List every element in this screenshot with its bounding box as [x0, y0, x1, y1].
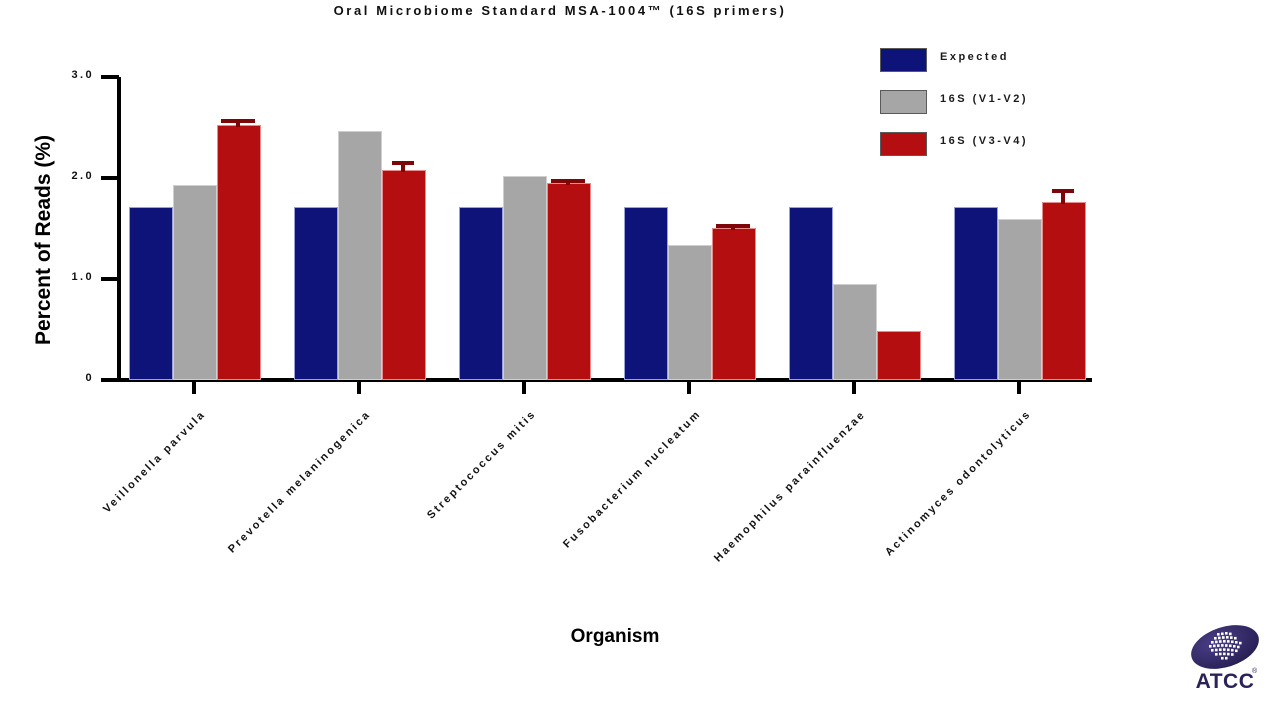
bar	[789, 207, 833, 380]
bar-group-item	[503, 0, 547, 380]
bar-group-item	[624, 0, 668, 380]
bar	[503, 176, 547, 380]
error-bar-cap	[392, 160, 414, 165]
bar-group-item	[789, 0, 833, 380]
x-axis-tick	[192, 380, 196, 394]
y-axis-tick-label: 3.0	[71, 69, 94, 81]
bar-series-layer	[0, 0, 1120, 380]
bar	[954, 207, 998, 380]
legend-label: 16S (V1-V2)	[940, 93, 1029, 105]
x-axis-category-label: Fusobacterium nucleatum	[560, 408, 704, 551]
bar	[998, 219, 1042, 380]
bar	[547, 183, 591, 380]
bar-group-item	[712, 0, 756, 380]
y-axis-tick	[101, 277, 119, 281]
legend-label: 16S (V3-V4)	[940, 135, 1029, 147]
bar-group-item	[382, 0, 426, 380]
x-axis-category-label: Haemophilus parainfluenzae	[712, 408, 869, 565]
bar-group-item	[547, 0, 591, 380]
chart-legend: Expected 16S (V1-V2) 16S (V3-V4)	[880, 44, 1110, 170]
y-axis-tick-label: 1.0	[71, 271, 94, 283]
y-axis-tick	[101, 75, 119, 79]
legend-label: Expected	[940, 51, 1009, 63]
y-axis-tick-label: 0	[85, 372, 94, 384]
error-bar-whisker	[566, 183, 570, 186]
bar-group-item	[294, 0, 338, 380]
registered-mark: ®	[1252, 668, 1258, 675]
x-axis-tick	[357, 380, 361, 394]
bar-group-item	[217, 0, 261, 380]
x-axis-line	[101, 378, 1092, 382]
legend-color-swatch	[880, 48, 927, 72]
bar	[833, 284, 877, 380]
error-bar-whisker	[1061, 193, 1065, 205]
bar	[173, 185, 217, 380]
bar	[1042, 202, 1086, 380]
atcc-logo: ATCC ®	[1188, 624, 1262, 700]
chart-plot-area: 0 1.0 2.0 3.0	[0, 0, 1120, 400]
bar	[877, 330, 921, 380]
bar-group-item	[129, 0, 173, 380]
legend-item[interactable]: 16S (V1-V2)	[880, 86, 1110, 128]
bar-group-item	[668, 0, 712, 380]
bar-group-item	[338, 0, 382, 380]
y-axis-tick	[101, 378, 119, 382]
bar	[338, 130, 382, 380]
bar	[294, 207, 338, 380]
legend-color-swatch	[880, 132, 927, 156]
bar	[668, 244, 712, 380]
x-axis-tick	[1017, 380, 1021, 394]
atcc-globe-icon	[1191, 625, 1259, 669]
x-axis-tick	[522, 380, 526, 394]
y-axis-title: Percent of Reads (%)	[32, 134, 55, 346]
bar	[129, 207, 173, 380]
x-axis-category-label: Actinomyces odontolyticus	[882, 407, 1034, 559]
x-axis-tick	[852, 380, 856, 394]
error-bar-cap	[716, 223, 750, 228]
page-title: Oral Microbiome Standard MSA-1004™ (16S …	[333, 3, 787, 18]
bar	[217, 124, 261, 380]
error-bar-whisker	[236, 123, 240, 127]
bar-group-item	[459, 0, 503, 380]
x-axis-tick	[687, 380, 691, 394]
y-axis-tick-label: 2.0	[71, 170, 94, 182]
bar-group-item	[954, 0, 998, 380]
bar	[382, 169, 426, 380]
error-bar-cap	[221, 119, 255, 124]
y-axis-tick	[101, 176, 119, 180]
error-bar-whisker	[401, 164, 405, 172]
bar-group-item	[998, 0, 1042, 380]
x-axis-category-label: Streptococcus mitis	[424, 408, 539, 522]
x-axis-title: Organism	[570, 626, 660, 647]
atcc-wordmark: ATCC	[1195, 670, 1255, 693]
legend-item[interactable]: 16S (V3-V4)	[880, 128, 1110, 170]
legend-color-swatch	[880, 90, 927, 114]
x-axis-category-label: Veillonella parvula	[101, 408, 209, 516]
bar	[712, 227, 756, 380]
error-bar-cap	[551, 179, 585, 184]
bar	[624, 207, 668, 380]
bar-group-item	[173, 0, 217, 380]
legend-item[interactable]: Expected	[880, 44, 1110, 86]
error-bar-whisker	[731, 227, 735, 230]
error-bar-cap	[1052, 189, 1074, 194]
bar-group-item	[877, 0, 921, 380]
bar-group-item	[1042, 0, 1086, 380]
bar	[459, 207, 503, 380]
bar-group-item	[833, 0, 877, 380]
x-axis-category-label: Prevotella melaninogenica	[226, 407, 374, 556]
y-axis-line	[117, 77, 121, 382]
